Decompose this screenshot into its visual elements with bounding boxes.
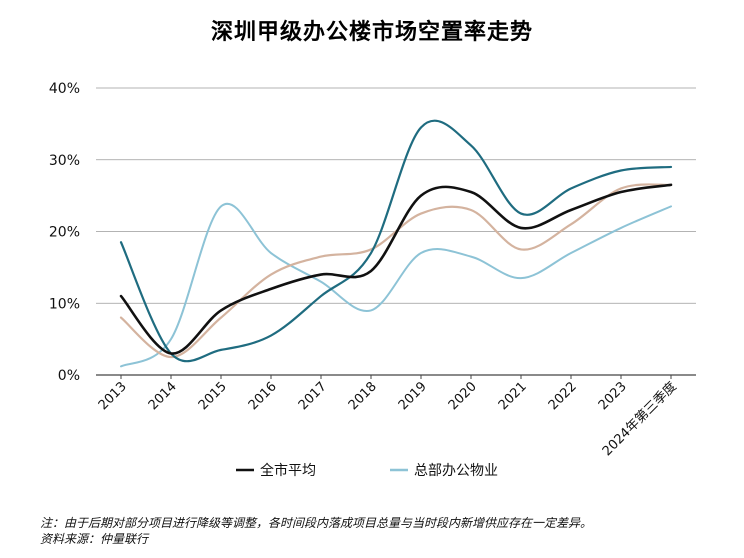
x-axis-ticks: 2013 2014 2015 2016 2017 2018 2019 2020 2021 2022… bbox=[96, 375, 680, 459]
chart-title: 深圳甲级办公楼市场空置率走势 bbox=[210, 20, 533, 45]
y-axis-ticks: 0% 10% 20% 30% 40% bbox=[49, 81, 80, 384]
footnote: 注：由于后期对部分项目进行降级等调整，各时间段内落成项目总量与当时段内新增供应存… bbox=[40, 516, 593, 530]
series-line-3 bbox=[119, 119, 673, 363]
x-tick-label: 2022 bbox=[546, 379, 580, 413]
legend-label: 全市平均 bbox=[260, 462, 316, 479]
x-tick-label: 2014 bbox=[146, 379, 180, 413]
y-tick-label: 0% bbox=[58, 368, 80, 384]
x-tick-label: 2017 bbox=[296, 379, 330, 413]
series-line-2 bbox=[120, 202, 672, 368]
x-tick-label: 2018 bbox=[346, 379, 380, 413]
y-tick-label: 40% bbox=[49, 81, 80, 97]
series-line-4 bbox=[119, 183, 673, 359]
x-tick-label: 2013 bbox=[96, 379, 130, 413]
series-lines bbox=[119, 119, 673, 368]
source-note: 资料来源：仲量联行 bbox=[40, 532, 149, 546]
legend: 全市平均 总部办公物业 bbox=[236, 462, 498, 479]
x-tick-label: 2015 bbox=[196, 379, 230, 413]
x-tick-label: 2019 bbox=[396, 379, 430, 413]
x-tick-label: 2021 bbox=[496, 379, 530, 413]
y-tick-label: 10% bbox=[49, 296, 80, 312]
y-tick-label: 30% bbox=[49, 153, 80, 169]
x-tick-label: 2023 bbox=[596, 379, 630, 413]
y-tick-label: 20% bbox=[49, 225, 80, 241]
x-tick-label: 2016 bbox=[246, 379, 280, 413]
series-line-1 bbox=[119, 183, 673, 355]
x-tick-label: 2020 bbox=[446, 379, 480, 413]
legend-label: 总部办公物业 bbox=[414, 463, 498, 479]
